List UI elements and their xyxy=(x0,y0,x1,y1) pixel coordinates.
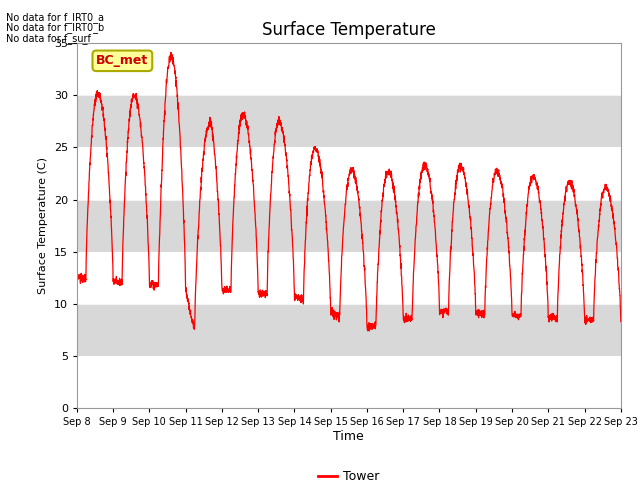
Title: Surface Temperature: Surface Temperature xyxy=(262,21,436,39)
Legend: Tower: Tower xyxy=(313,465,385,480)
Bar xyxy=(77,252,621,304)
Text: No data for f_IRT0_a: No data for f_IRT0_a xyxy=(6,12,104,23)
Bar xyxy=(77,43,621,96)
Text: No data for f_IRT0_b: No data for f_IRT0_b xyxy=(6,23,105,34)
X-axis label: Time: Time xyxy=(333,430,364,443)
Bar xyxy=(77,147,621,200)
Text: BC_met: BC_met xyxy=(96,54,148,67)
Y-axis label: Surface Temperature (C): Surface Temperature (C) xyxy=(38,157,48,294)
Bar xyxy=(77,356,621,408)
Text: No data for f_͟sur̲f: No data for f_͟sur̲f xyxy=(6,33,92,44)
Bar xyxy=(77,200,621,252)
Bar xyxy=(77,96,621,147)
Bar xyxy=(77,304,621,356)
